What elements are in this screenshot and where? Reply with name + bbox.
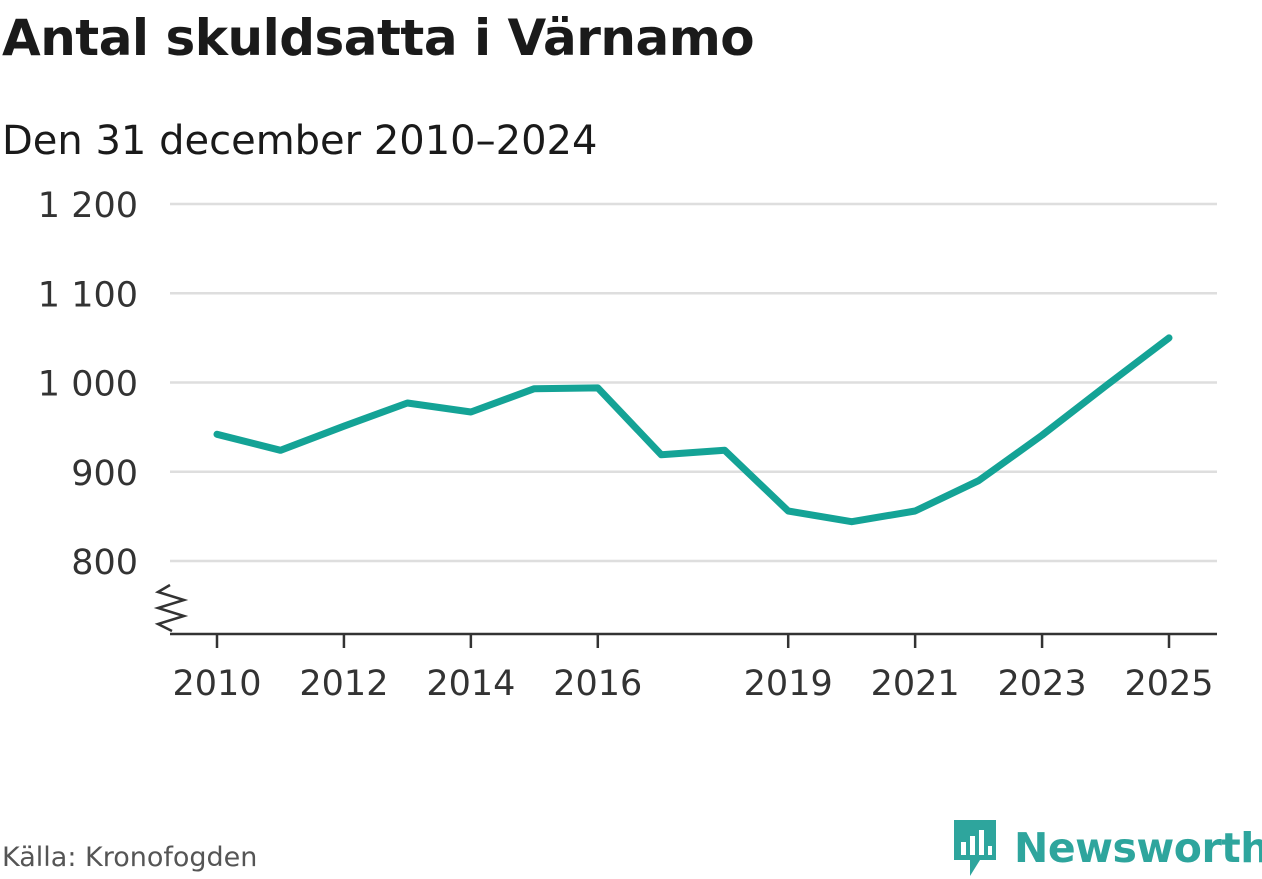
x-tick-label: 2012 <box>299 664 388 704</box>
y-axis-break-icon <box>153 583 189 633</box>
x-tick-label: 2021 <box>871 664 960 704</box>
data-point <box>1166 334 1173 341</box>
x-tick-label: 2019 <box>744 664 833 704</box>
newsworthy-logo-icon <box>954 820 996 876</box>
data-point <box>277 447 284 454</box>
chart-subtitle: Den 31 december 2010–2024 <box>2 118 598 164</box>
data-point <box>340 423 347 430</box>
x-tick-label: 2025 <box>1124 664 1213 704</box>
source-note: Källa: Kronofogden <box>2 842 258 873</box>
y-tick-label: 1 100 <box>38 275 138 315</box>
x-tick-label: 2023 <box>998 664 1087 704</box>
data-point <box>594 384 601 391</box>
data-point <box>404 400 411 407</box>
x-tick-label: 2010 <box>172 664 261 704</box>
data-point <box>1102 383 1109 390</box>
data-point <box>912 508 919 515</box>
data-point <box>214 431 221 438</box>
chart-title: Antal skuldsatta i Värnamo <box>2 9 755 67</box>
data-point <box>1039 432 1046 439</box>
line-chart: 800 900 1 000 1 100 1 200 2010 2012 2014 2016 201… <box>38 186 1217 704</box>
y-tick-label: 1 000 <box>38 365 138 405</box>
data-point <box>721 447 728 454</box>
data-point <box>848 518 855 525</box>
data-point <box>975 477 982 484</box>
x-tick-label: 2016 <box>553 664 642 704</box>
x-tick-label: 2014 <box>426 664 515 704</box>
y-tick-label: 800 <box>71 543 138 583</box>
newsworthy-logo: Newsworthy <box>950 818 1262 878</box>
brand-name: Newsworthy <box>1014 824 1262 872</box>
data-point <box>658 451 665 458</box>
y-tick-label: 900 <box>71 454 138 494</box>
series-line <box>213 334 1173 526</box>
data-point <box>531 385 538 392</box>
data-point <box>785 508 792 515</box>
y-tick-label: 1 200 <box>38 186 138 226</box>
data-point <box>467 408 474 415</box>
